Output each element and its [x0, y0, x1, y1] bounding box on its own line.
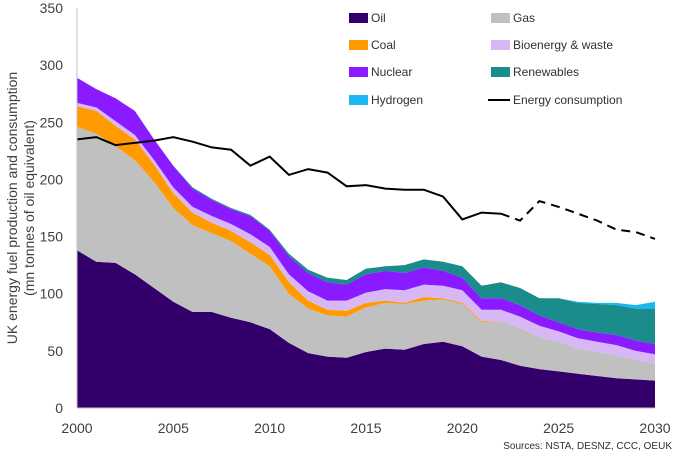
source-note: Sources: NSTA, DESNZ, CCC, OEUK [503, 441, 672, 452]
legend-item-gas: Gas [491, 11, 535, 25]
area-gas [77, 126, 655, 381]
legend-item-hydrogen: Hydrogen [349, 93, 423, 107]
y-tick-label: 0 [55, 400, 63, 416]
legend-label: Energy consumption [513, 93, 622, 107]
line-energy-consumption-historic [76, 136, 501, 221]
y-tick-label: 150 [40, 229, 64, 245]
x-tick-label: 2005 [158, 420, 189, 436]
x-tick-label: 2030 [639, 420, 670, 436]
x-tick-label: 2000 [61, 420, 92, 436]
area-layers [77, 77, 655, 408]
x-tick-label: 2025 [543, 420, 574, 436]
legend-label: Renewables [513, 65, 579, 79]
x-tick-labels: 2000 2005 2010 2015 2020 2025 2030 [61, 420, 670, 436]
legend-swatch [491, 13, 510, 23]
legend-swatch [349, 13, 368, 23]
y-tick-label: 200 [40, 171, 64, 187]
legend-item-bioenergy-and-waste: Bioenergy & waste [491, 38, 613, 52]
y-tick-label: 50 [47, 343, 63, 359]
legend-label: Oil [371, 11, 386, 25]
y-tick-label: 100 [40, 286, 64, 302]
legend-label: Nuclear [371, 65, 412, 79]
y-axis-subtitle: (mn tonnes of oil equivalent) [21, 120, 37, 296]
x-tick-label: 2015 [350, 420, 381, 436]
legend-swatch [349, 40, 368, 50]
legend-label: Hydrogen [371, 93, 423, 107]
legend-label: Bioenergy & waste [513, 38, 613, 52]
area-renewables [77, 77, 655, 344]
legend-item-oil: Oil [349, 11, 386, 25]
y-tick-label: 300 [40, 57, 64, 73]
y-tick-labels: 0 50 100 150 200 250 300 350 [40, 0, 64, 416]
legend-swatch [491, 67, 510, 77]
legend-item-energy-consumption: Energy consumption [488, 93, 622, 107]
y-tick-label: 250 [40, 114, 64, 130]
legend-item-nuclear: Nuclear [349, 65, 412, 79]
y-tick-label: 350 [40, 0, 64, 16]
legend: Oil Gas Coal Bioenergy & waste Nuclear Renewa… [349, 11, 622, 107]
legend-swatch [491, 40, 510, 50]
legend-swatch [349, 67, 368, 77]
x-tick-label: 2020 [447, 420, 478, 436]
line-energy-consumption-projection [500, 199, 656, 240]
legend-swatch [349, 95, 368, 105]
legend-item-coal: Coal [349, 38, 396, 52]
legend-item-renewables: Renewables [491, 65, 579, 79]
axes [76, 8, 655, 409]
legend-label: Gas [513, 11, 535, 25]
legend-label: Coal [371, 38, 396, 52]
y-axis-title: UK energy fuel production and consumptio… [4, 72, 20, 344]
x-tick-label: 2010 [254, 420, 285, 436]
area-oil [77, 250, 655, 408]
line-layers [76, 136, 656, 240]
